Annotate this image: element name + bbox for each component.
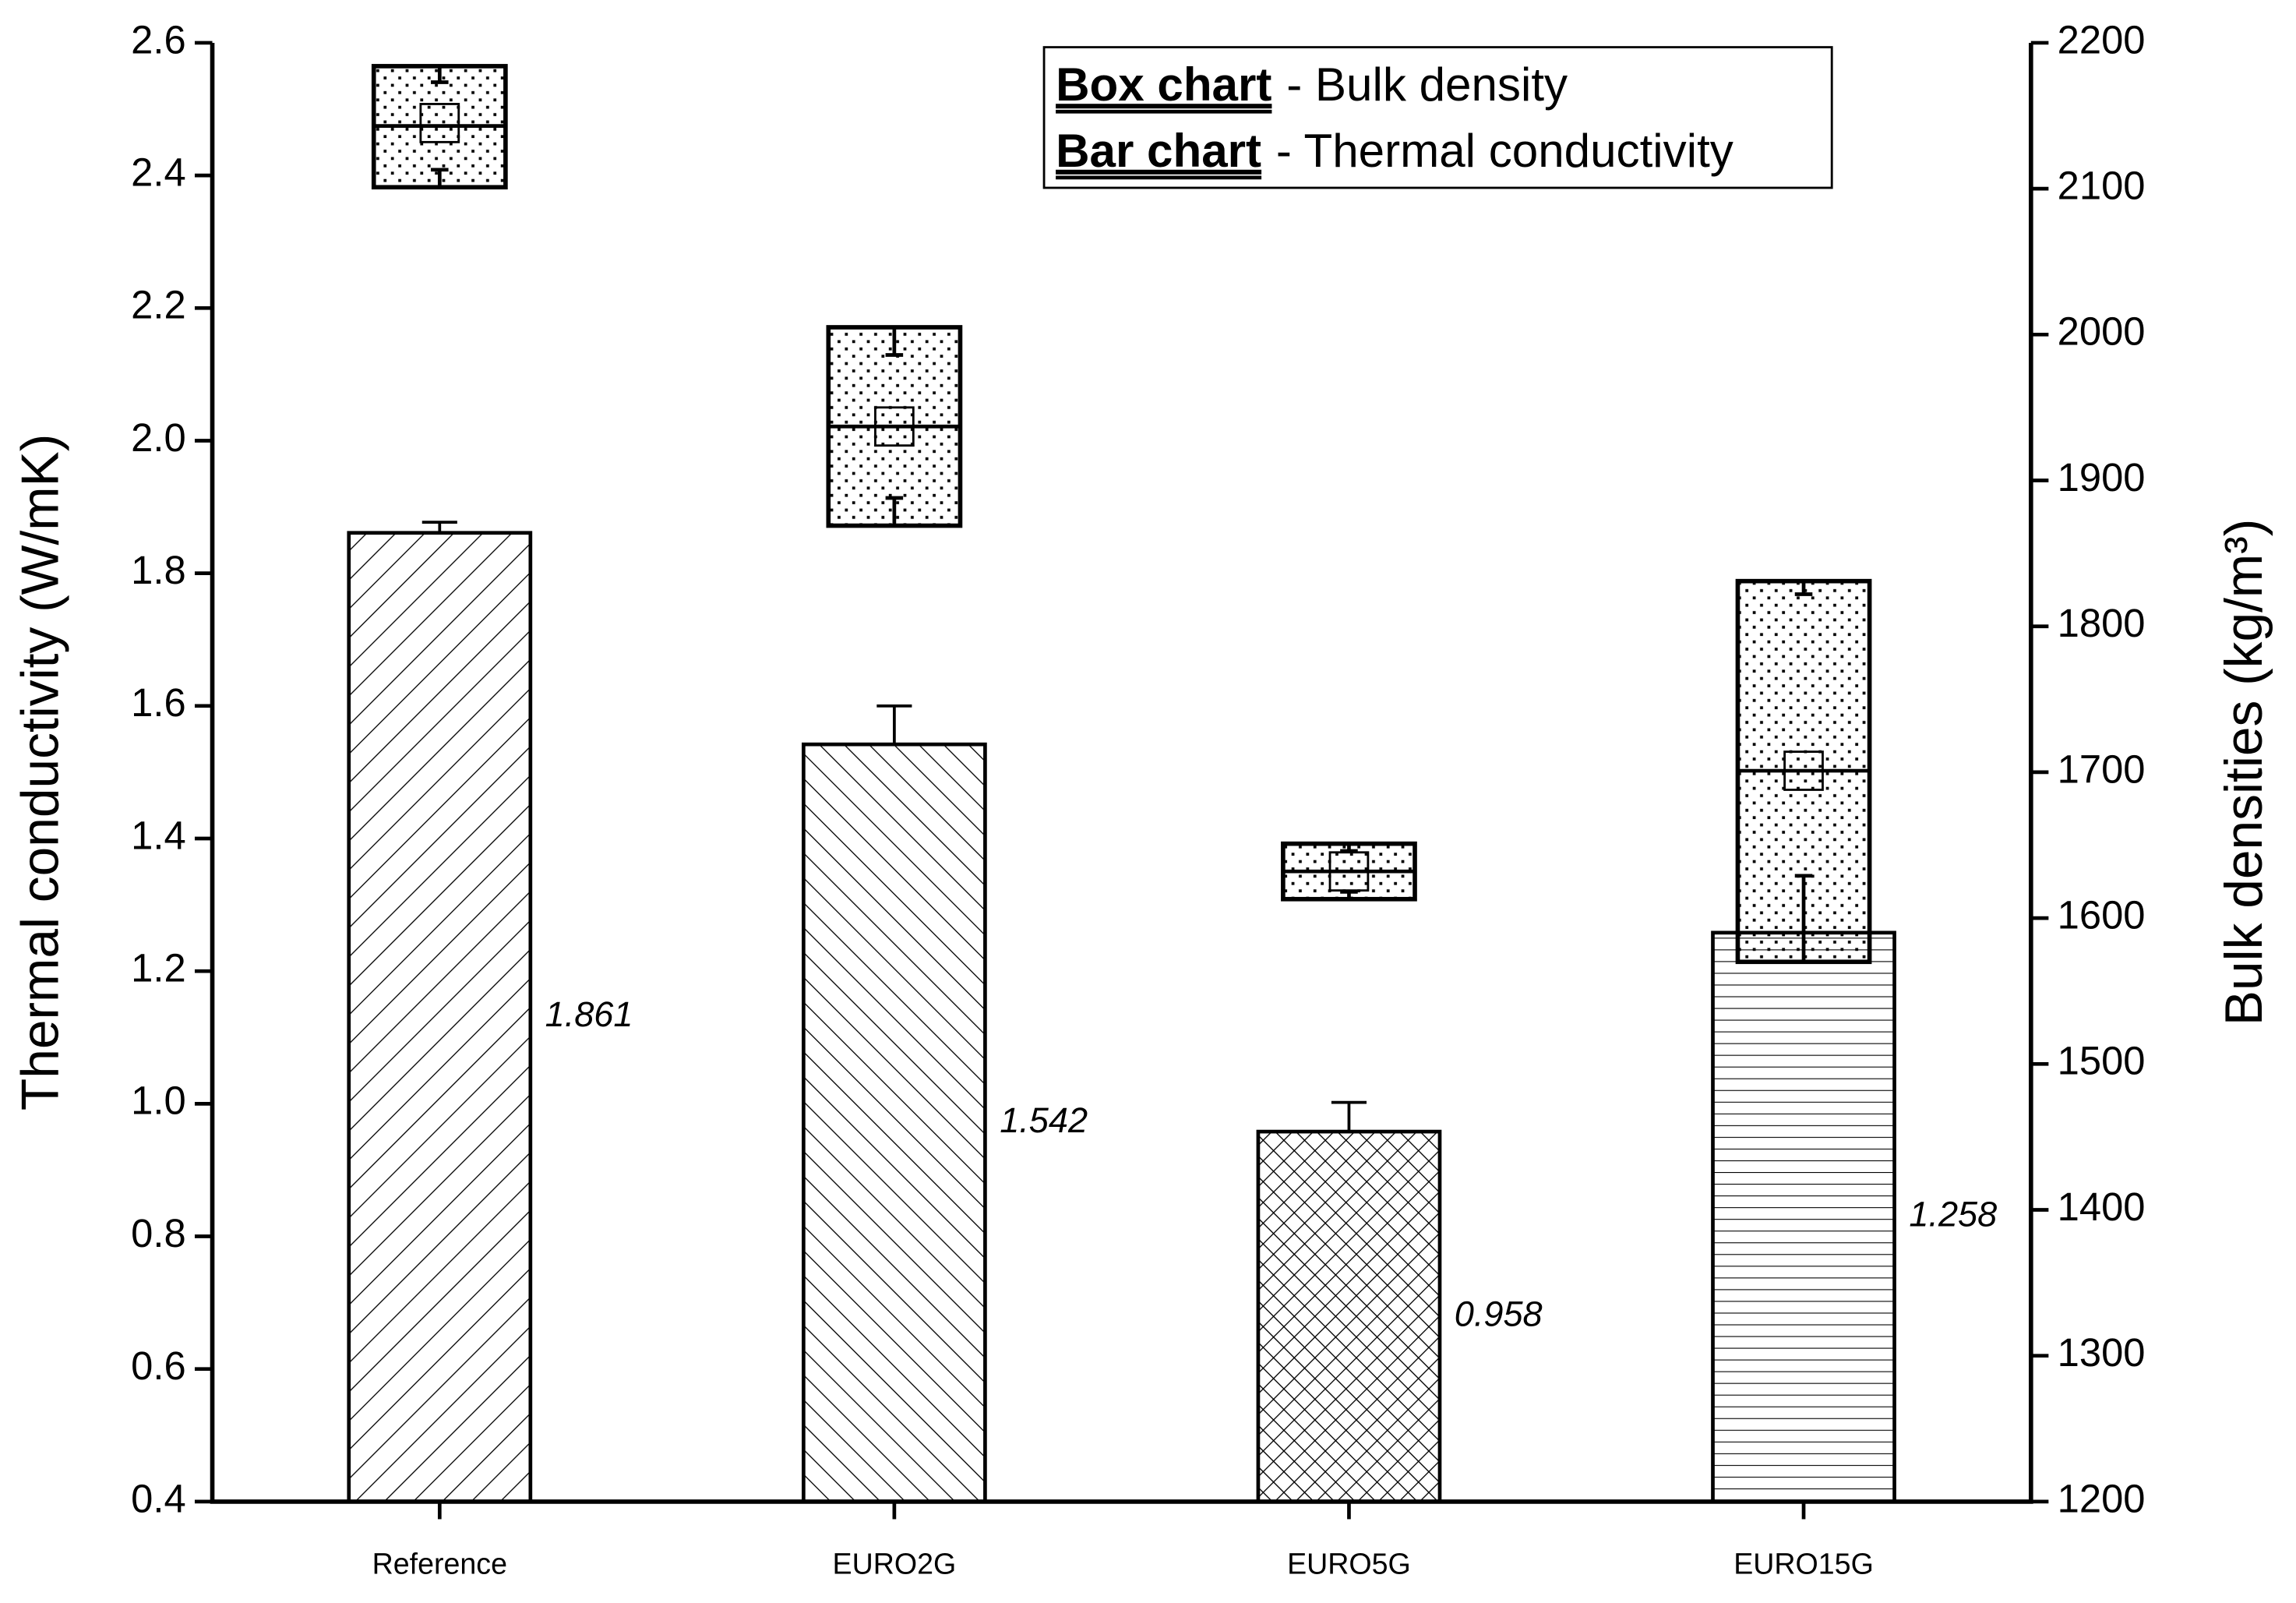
x-tick-label: EURO5G bbox=[1287, 1548, 1411, 1580]
box-mean bbox=[1328, 851, 1370, 892]
y2-tick-label: 1500 bbox=[2058, 1039, 2146, 1083]
y2-tick-label: 1400 bbox=[2058, 1185, 2146, 1229]
whisker-high bbox=[1340, 843, 1358, 853]
y2-tick-label: 1200 bbox=[2058, 1476, 2146, 1520]
whisker-high bbox=[431, 65, 449, 84]
y-tick-label: 2.6 bbox=[131, 17, 186, 62]
legend-entry: Bar chart - Thermal conductivity bbox=[1056, 125, 1733, 177]
legend-text: - Bulk density bbox=[1286, 58, 1568, 111]
legend-entry: Box chart - Bulk density bbox=[1056, 58, 1568, 111]
whisker-low bbox=[1794, 874, 1813, 962]
bar bbox=[1711, 930, 1896, 1504]
value-label: 1.258 bbox=[1909, 1195, 1997, 1234]
bar bbox=[802, 742, 987, 1504]
y-tick-label: 0.6 bbox=[131, 1343, 186, 1388]
y-tick-label: 2.4 bbox=[131, 150, 186, 195]
whisker-high bbox=[885, 327, 904, 357]
value-label: 1.861 bbox=[545, 994, 633, 1034]
error-bar bbox=[876, 704, 912, 745]
x-tick-label: Reference bbox=[372, 1548, 507, 1580]
legend-text: - Thermal conductivity bbox=[1276, 125, 1733, 177]
box-mean bbox=[874, 406, 915, 447]
y2-tick-label: 2100 bbox=[2058, 164, 2146, 208]
error-bar bbox=[421, 521, 457, 533]
x-tick-label: EURO15G bbox=[1733, 1548, 1874, 1580]
y-tick-label: 2.0 bbox=[131, 415, 186, 460]
y-tick-label: 0.4 bbox=[131, 1476, 186, 1520]
y2-tick-label: 1900 bbox=[2058, 455, 2146, 500]
y2-tick-label: 1800 bbox=[2058, 601, 2146, 645]
y2-axis-title: Bulk densities (kg/m³) bbox=[2215, 519, 2273, 1026]
legend-box bbox=[1042, 46, 1833, 189]
whisker-low bbox=[431, 168, 449, 188]
value-label: 1.542 bbox=[1000, 1100, 1088, 1140]
whisker-high bbox=[1794, 581, 1813, 596]
value-label: 0.958 bbox=[1455, 1294, 1543, 1333]
legend-label: Box chart bbox=[1056, 58, 1271, 111]
y-tick-label: 0.8 bbox=[131, 1211, 186, 1255]
whisker-low bbox=[1340, 890, 1358, 899]
bar bbox=[347, 531, 533, 1504]
error-bar bbox=[1331, 1100, 1367, 1132]
bar bbox=[1256, 1129, 1442, 1504]
y2-tick-label: 2000 bbox=[2058, 309, 2146, 354]
box-mean bbox=[1783, 750, 1824, 791]
y2-tick-label: 2200 bbox=[2058, 17, 2146, 62]
y-tick-label: 1.4 bbox=[131, 813, 186, 857]
y-tick-label: 1.6 bbox=[131, 680, 186, 725]
y2-tick-label: 1600 bbox=[2058, 893, 2146, 937]
y-tick-label: 1.8 bbox=[131, 548, 186, 592]
y2-tick-label: 1700 bbox=[2058, 747, 2146, 791]
box-mean bbox=[419, 103, 460, 143]
x-tick-label: EURO2G bbox=[833, 1548, 957, 1580]
axes bbox=[210, 42, 2033, 1504]
y-tick-label: 1.2 bbox=[131, 946, 186, 990]
whisker-low bbox=[885, 496, 904, 526]
y-axis-title: Thermal conductivity (W/mK) bbox=[11, 434, 69, 1110]
y2-tick-label: 1300 bbox=[2058, 1330, 2146, 1375]
y-tick-label: 1.0 bbox=[131, 1079, 186, 1123]
legend-label: Bar chart bbox=[1056, 125, 1261, 177]
legend: Box chart - Bulk density Bar chart - Therma… bbox=[1042, 46, 1833, 189]
y-tick-label: 2.2 bbox=[131, 283, 186, 327]
